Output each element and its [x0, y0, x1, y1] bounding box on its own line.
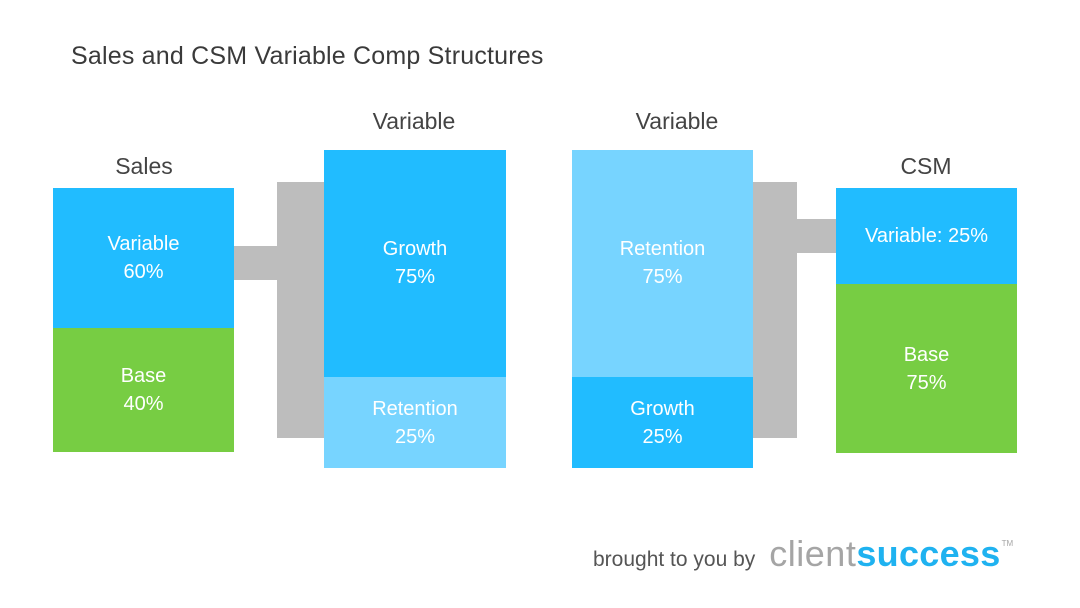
page-title: Sales and CSM Variable Comp Structures [71, 42, 544, 70]
footer-branding: brought to you by client success TM [593, 533, 1013, 575]
sales-base-segment: Base 40% [53, 328, 234, 452]
sales-retention-name: Retention [372, 397, 458, 420]
csm-connector-bracket [753, 182, 797, 438]
csm-growth-pct: 25% [642, 425, 683, 448]
sales-variable-segment: Variable 60% [53, 188, 234, 328]
csm-retention-pct: 75% [642, 266, 683, 288]
sales-retention-pct: 25% [394, 425, 436, 448]
sales-growth-name: Growth [382, 238, 448, 260]
sales-retention-segment: Retention 25% [324, 377, 506, 468]
csm-growth-segment: Growth 25% [572, 377, 753, 468]
csm-base-name: Base [903, 343, 950, 366]
sales-connector-bracket [277, 182, 324, 438]
csm-base-segment: Base 75% [836, 284, 1017, 453]
sales-label: Sales [115, 153, 173, 179]
csm-retention-segment: Retention 75% [572, 150, 753, 377]
brought-to-you-by-text: brought to you by [593, 548, 756, 571]
sales-growth-pct: 75% [394, 266, 436, 288]
csm-label: CSM [900, 153, 952, 179]
sales-variable-name: Variable [107, 233, 180, 255]
csm-growth-name: Growth [630, 397, 695, 420]
sales-growth-segment: Growth 75% [324, 150, 506, 377]
csm-connector-stem [797, 219, 836, 253]
csm-base-pct: 75% [906, 371, 947, 394]
trademark-text: TM [1001, 539, 1014, 548]
brand-success-text: success [856, 533, 1001, 574]
csm-variable-breakdown-label: Variable [635, 108, 719, 134]
csm-variable-segment: Variable: 25% [836, 188, 1017, 284]
brand-client-text: client [769, 533, 857, 574]
csm-retention-name: Retention [619, 238, 706, 260]
sales-variable-pct: 60% [123, 261, 164, 283]
sales-variable-breakdown-label: Variable [372, 108, 456, 134]
csm-variable-text: Variable: 25% [864, 225, 989, 247]
sales-base-pct: 40% [123, 393, 164, 415]
sales-connector-stem [234, 246, 277, 280]
sales-base-name: Base [120, 365, 167, 387]
